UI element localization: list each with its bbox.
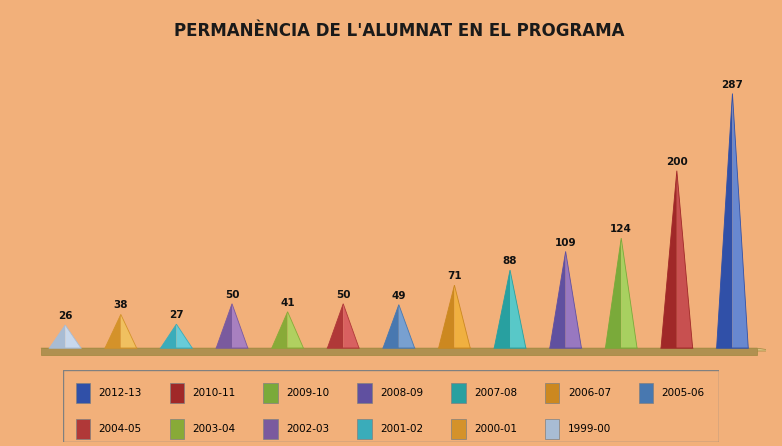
- Polygon shape: [105, 314, 120, 348]
- Bar: [357, 419, 371, 439]
- Polygon shape: [677, 171, 693, 348]
- Bar: [545, 383, 559, 403]
- Text: 1999-00: 1999-00: [568, 424, 612, 434]
- Text: 41: 41: [280, 298, 295, 308]
- Polygon shape: [160, 324, 177, 348]
- Text: 2003-04: 2003-04: [192, 424, 235, 434]
- Text: 2000-01: 2000-01: [474, 424, 517, 434]
- Text: 2001-02: 2001-02: [380, 424, 423, 434]
- Text: 124: 124: [610, 224, 632, 234]
- Text: PERMANÈNCIA DE L'ALUMNAT EN EL PROGRAMA: PERMANÈNCIA DE L'ALUMNAT EN EL PROGRAMA: [174, 22, 624, 40]
- Polygon shape: [621, 238, 637, 348]
- Bar: [170, 383, 184, 403]
- Polygon shape: [328, 304, 343, 348]
- Text: 2006-07: 2006-07: [568, 388, 611, 398]
- Polygon shape: [272, 312, 288, 348]
- Text: 109: 109: [554, 238, 576, 248]
- Bar: [76, 419, 90, 439]
- Text: 2004-05: 2004-05: [99, 424, 142, 434]
- Polygon shape: [41, 348, 777, 351]
- Bar: [264, 383, 278, 403]
- Polygon shape: [65, 325, 81, 348]
- Text: 2010-11: 2010-11: [192, 388, 236, 398]
- Text: 2007-08: 2007-08: [474, 388, 517, 398]
- Text: 2012-13: 2012-13: [99, 388, 142, 398]
- Polygon shape: [605, 238, 621, 348]
- Text: 2009-10: 2009-10: [286, 388, 329, 398]
- Polygon shape: [550, 252, 565, 348]
- Polygon shape: [343, 304, 359, 348]
- Polygon shape: [399, 305, 414, 348]
- Text: 88: 88: [503, 256, 517, 266]
- Text: 50: 50: [336, 290, 350, 300]
- Bar: [357, 383, 371, 403]
- Text: 200: 200: [666, 157, 687, 167]
- Polygon shape: [232, 304, 248, 348]
- Polygon shape: [383, 305, 399, 348]
- Polygon shape: [177, 324, 192, 348]
- Polygon shape: [716, 94, 733, 348]
- Polygon shape: [454, 285, 470, 348]
- Text: 26: 26: [58, 311, 73, 321]
- Bar: [451, 383, 465, 403]
- Polygon shape: [494, 270, 510, 348]
- Polygon shape: [120, 314, 137, 348]
- Polygon shape: [216, 304, 232, 348]
- Bar: [639, 383, 653, 403]
- Bar: [76, 383, 90, 403]
- Polygon shape: [439, 285, 454, 348]
- Polygon shape: [49, 325, 65, 348]
- Polygon shape: [510, 270, 526, 348]
- Text: 2005-06: 2005-06: [662, 388, 705, 398]
- Polygon shape: [661, 171, 677, 348]
- Text: 38: 38: [113, 301, 128, 310]
- Text: 27: 27: [169, 310, 184, 320]
- Polygon shape: [288, 312, 303, 348]
- Text: 50: 50: [224, 290, 239, 300]
- Text: 49: 49: [392, 291, 406, 301]
- Bar: [170, 419, 184, 439]
- Polygon shape: [41, 348, 757, 355]
- Polygon shape: [733, 94, 748, 348]
- Text: 2002-03: 2002-03: [286, 424, 329, 434]
- Bar: [545, 419, 559, 439]
- Bar: [264, 419, 278, 439]
- Text: 287: 287: [722, 80, 744, 90]
- Bar: [451, 419, 465, 439]
- Text: 71: 71: [447, 271, 461, 281]
- Polygon shape: [565, 252, 582, 348]
- Text: 2008-09: 2008-09: [380, 388, 423, 398]
